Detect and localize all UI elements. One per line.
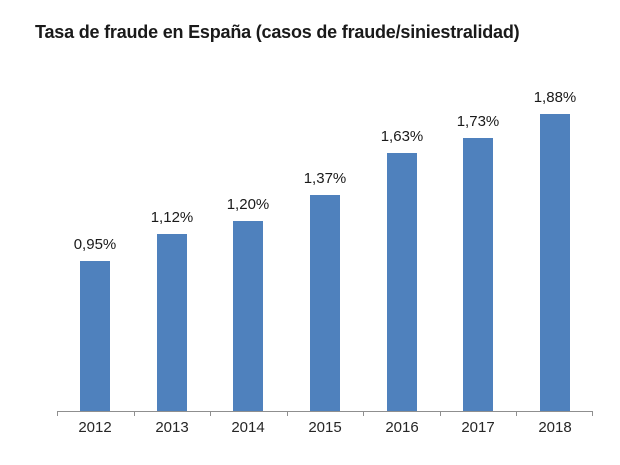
plot-area: 0,95% 2012 1,12% 2013 1,20% 2014 1,37% 2015 1,63…: [57, 89, 593, 436]
data-label-2012: 0,95%: [73, 236, 117, 253]
x-axis-tick: [592, 411, 593, 416]
data-label-2015: 1,37%: [303, 170, 347, 187]
bar-2012: [80, 261, 110, 411]
x-axis-line: [57, 411, 593, 412]
chart-title: Tasa de fraude en España (casos de fraud…: [35, 22, 520, 42]
x-axis-tick: [134, 411, 135, 416]
data-label-2016: 1,63%: [380, 128, 424, 145]
x-axis-tick: [363, 411, 364, 416]
data-label-2013: 1,12%: [150, 209, 194, 226]
bar-2013: [157, 234, 187, 411]
x-tick-label-2015: 2015: [308, 419, 342, 436]
x-axis-tick: [210, 411, 211, 416]
x-tick-label-2018: 2018: [538, 419, 572, 436]
bar-2017: [463, 138, 493, 411]
x-axis-tick: [287, 411, 288, 416]
x-axis-tick: [57, 411, 58, 416]
bar-2016: [387, 153, 417, 411]
bar-2018: [540, 114, 570, 411]
x-tick-label-2013: 2013: [155, 419, 189, 436]
data-label-2017: 1,73%: [456, 113, 500, 130]
x-tick-label-2014: 2014: [231, 419, 265, 436]
x-axis-tick: [440, 411, 441, 416]
bar-2015: [310, 195, 340, 411]
data-label-2014: 1,20%: [226, 196, 270, 213]
x-tick-label-2016: 2016: [385, 419, 419, 436]
data-label-2018: 1,88%: [533, 89, 577, 106]
bar-2014: [233, 221, 263, 411]
x-tick-label-2012: 2012: [78, 419, 112, 436]
x-tick-label-2017: 2017: [461, 419, 495, 436]
x-axis-tick: [516, 411, 517, 416]
